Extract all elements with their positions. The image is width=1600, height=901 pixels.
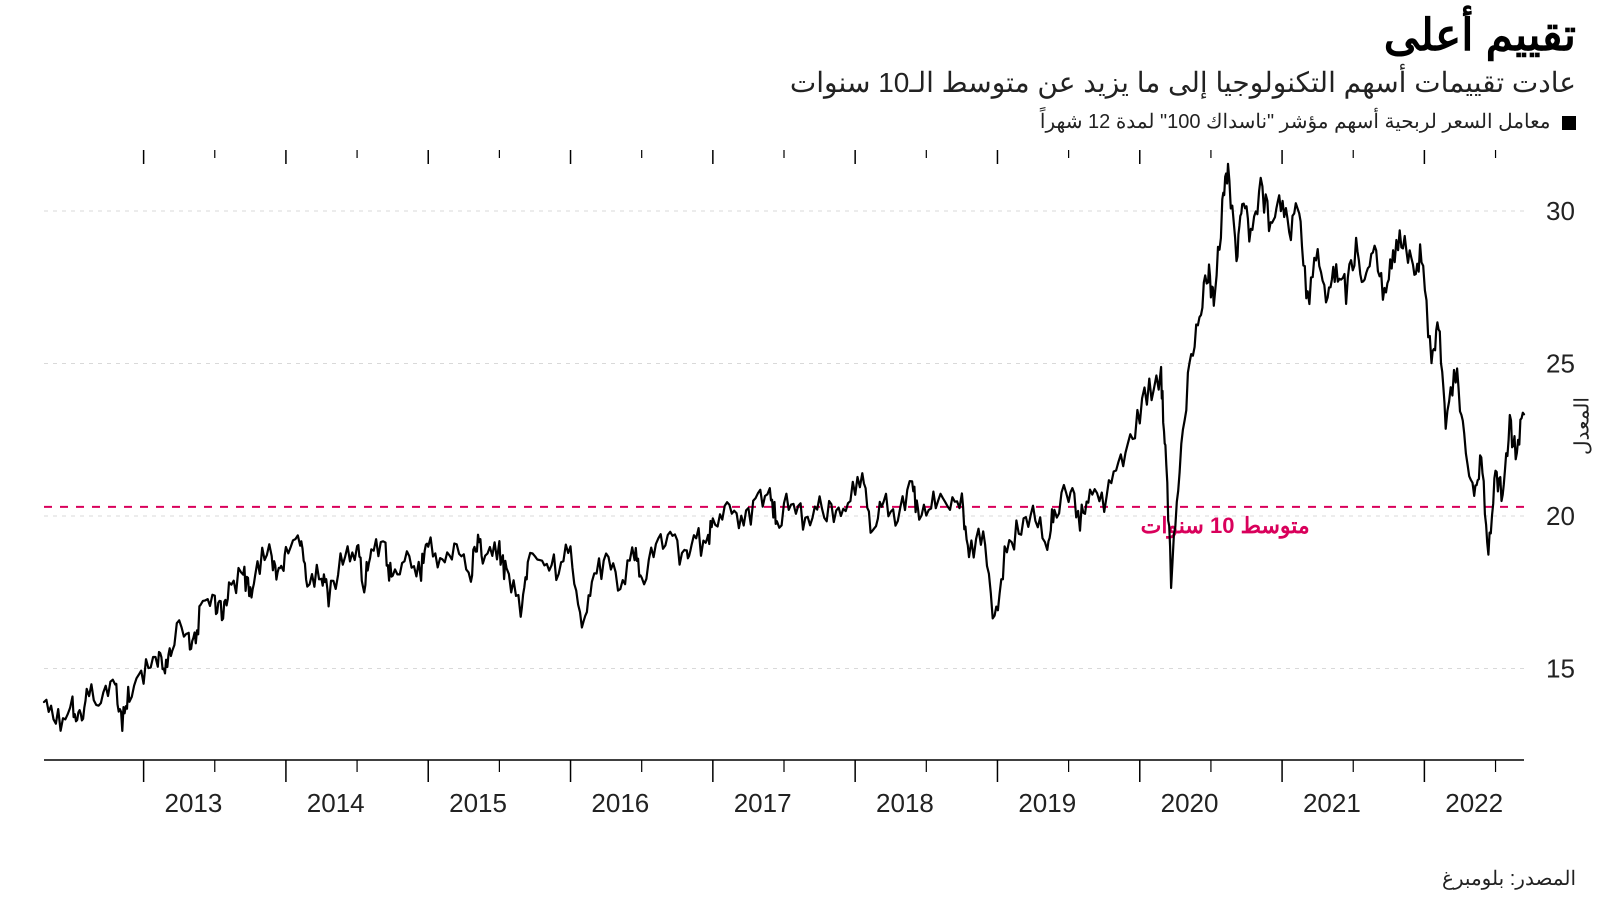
chart-source: المصدر: بلومبرغ [1442, 866, 1576, 891]
svg-text:2020: 2020 [1161, 788, 1219, 818]
svg-text:2017: 2017 [734, 788, 792, 818]
svg-text:2021: 2021 [1303, 788, 1361, 818]
svg-text:2018: 2018 [876, 788, 934, 818]
svg-text:2022: 2022 [1445, 788, 1503, 818]
chart-title: تقييم أعلى [24, 12, 1576, 60]
svg-text:15: 15 [1546, 654, 1575, 684]
chart-plot-wrap: 15 20 25 30 2013 2014 2015 2016 2017 2018 2019 2020… [24, 140, 1576, 830]
chart-container: تقييم أعلى عادت تقييمات أسهم التكنولوجيا… [0, 0, 1600, 901]
legend-label: معامل السعر لربحية أسهم مؤشر "ناسداك 100… [1040, 111, 1551, 133]
svg-text:2016: 2016 [591, 788, 649, 818]
chart-subtitle: عادت تقييمات أسهم التكنولوجيا إلى ما يزي… [24, 66, 1576, 99]
svg-text:25: 25 [1546, 349, 1575, 379]
chart-svg: 15 20 25 30 2013 2014 2015 2016 2017 2018 2019 2020… [24, 140, 1576, 830]
chart-legend: معامل السعر لربحية أسهم مؤشر "ناسداك 100… [24, 109, 1576, 134]
svg-text:2019: 2019 [1018, 788, 1076, 818]
svg-text:2013: 2013 [165, 788, 223, 818]
svg-text:20: 20 [1546, 501, 1575, 531]
svg-text:متوسط 10 سنوات: متوسط 10 سنوات [1141, 513, 1310, 539]
svg-text:2014: 2014 [307, 788, 365, 818]
legend-swatch [1562, 116, 1576, 130]
svg-text:2015: 2015 [449, 788, 507, 818]
svg-text:30: 30 [1546, 196, 1575, 226]
y-axis-title: المعدل [1570, 398, 1595, 456]
